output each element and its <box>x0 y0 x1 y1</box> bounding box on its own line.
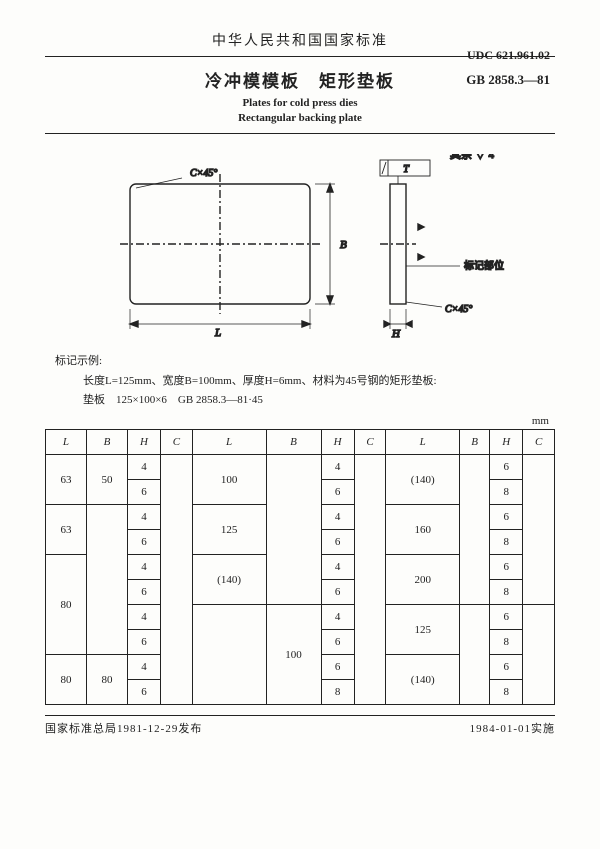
table-cell: 4 <box>321 505 354 530</box>
title-english: Plates for cold press dies Rectangular b… <box>45 96 555 127</box>
table-cell: (140) <box>192 555 266 605</box>
table-cell: 6 <box>490 655 523 680</box>
table-cell: 6 <box>490 605 523 630</box>
udc-code: UDC 621.961.02 <box>467 48 550 63</box>
table-cell: 8 <box>490 530 523 555</box>
marking-example: 标记示例: 长度L=125mm、宽度B=100mm、厚度H=6mm、材料为45号… <box>55 352 555 411</box>
table-cell: 4 <box>321 455 354 480</box>
table-cell: 6 <box>321 480 354 505</box>
table-cell <box>460 455 490 605</box>
table-cell: 4 <box>127 555 160 580</box>
table-cell: 8 <box>490 580 523 605</box>
table-cell: 4 <box>127 505 160 530</box>
table-cell: 80 <box>46 655 87 705</box>
table-cell: 6 <box>127 580 160 605</box>
svg-text:H: H <box>391 328 401 340</box>
table-cell: 8 <box>490 680 523 705</box>
svg-text:T: T <box>403 164 410 175</box>
table-cell: (140) <box>386 655 460 705</box>
table-cell: 6 <box>321 630 354 655</box>
table-header: L <box>386 430 460 455</box>
table-cell <box>460 605 490 705</box>
table-cell: 125 <box>192 505 266 555</box>
table-header: C <box>161 430 193 455</box>
table-cell: (140) <box>386 455 460 505</box>
table-cell: 6 <box>127 480 160 505</box>
unit-label: mm <box>45 415 549 427</box>
table-cell: 6 <box>490 455 523 480</box>
dimension-table: LBHCLBHCLBHC 635041004(140)6668634125416… <box>45 429 555 705</box>
rule-mid <box>45 133 555 134</box>
table-cell <box>86 505 127 655</box>
table-cell: 6 <box>490 555 523 580</box>
table-header: C <box>523 430 555 455</box>
table-cell: 63 <box>46 505 87 555</box>
svg-text:B: B <box>340 239 347 251</box>
table-cell: 8 <box>321 680 354 705</box>
table-cell: 6 <box>490 505 523 530</box>
svg-text:L: L <box>214 327 221 339</box>
svg-text:其余 ▽ 4: 其余 ▽ 4 <box>450 154 494 161</box>
footer-effective: 1984-01-01实施 <box>470 720 555 736</box>
table-header: B <box>266 430 321 455</box>
table-cell: 4 <box>127 455 160 480</box>
table-cell: 6 <box>321 580 354 605</box>
example-label: 标记示例: <box>55 352 555 372</box>
table-cell: 100 <box>192 455 266 505</box>
table-cell <box>354 455 386 705</box>
table-cell: 8 <box>490 630 523 655</box>
table-cell: 6 <box>321 655 354 680</box>
table-header: B <box>460 430 490 455</box>
standard-code: GB 2858.3—81 <box>466 72 550 88</box>
title-en-2: Rectangular backing plate <box>45 111 555 126</box>
table-cell: 4 <box>321 555 354 580</box>
technical-drawing: C×45° L B <box>45 154 555 344</box>
table-header: L <box>192 430 266 455</box>
svg-text:标记部位: 标记部位 <box>464 259 504 272</box>
svg-text:C×45°: C×45° <box>445 304 472 315</box>
table-header: H <box>321 430 354 455</box>
table-cell: 100 <box>266 605 321 705</box>
table-cell: 8 <box>490 480 523 505</box>
table-cell <box>523 605 555 705</box>
svg-text:C×45°: C×45° <box>190 168 217 179</box>
table-cell: 6 <box>127 630 160 655</box>
table-header: C <box>354 430 386 455</box>
table-cell <box>266 455 321 605</box>
table-header: H <box>127 430 160 455</box>
table-cell <box>161 455 193 705</box>
org-header: 中华人民共和国国家标准 <box>45 30 555 50</box>
table-cell: 4 <box>321 605 354 630</box>
table-cell: 160 <box>386 505 460 555</box>
footer-issued: 国家标准总局1981-12-29发布 <box>45 720 202 736</box>
table-cell: 80 <box>46 555 87 655</box>
table-cell: 6 <box>321 530 354 555</box>
example-line-1: 长度L=125mm、宽度B=100mm、厚度H=6mm、材料为45号钢的矩形垫板… <box>83 372 555 392</box>
table-cell: 4 <box>127 655 160 680</box>
table-cell: 80 <box>86 655 127 705</box>
table-cell: 50 <box>86 455 127 505</box>
table-header: H <box>490 430 523 455</box>
table-cell <box>192 605 266 705</box>
table-cell: 63 <box>46 455 87 505</box>
table-cell: 6 <box>127 530 160 555</box>
table-header: B <box>86 430 127 455</box>
table-cell <box>523 455 555 605</box>
table-cell: 200 <box>386 555 460 605</box>
example-line-2: 垫板 125×100×6 GB 2858.3—81·45 <box>83 391 555 411</box>
table-cell: 6 <box>127 680 160 705</box>
table-header: L <box>46 430 87 455</box>
table-cell: 125 <box>386 605 460 655</box>
title-en-1: Plates for cold press dies <box>45 96 555 111</box>
table-cell: 4 <box>127 605 160 630</box>
